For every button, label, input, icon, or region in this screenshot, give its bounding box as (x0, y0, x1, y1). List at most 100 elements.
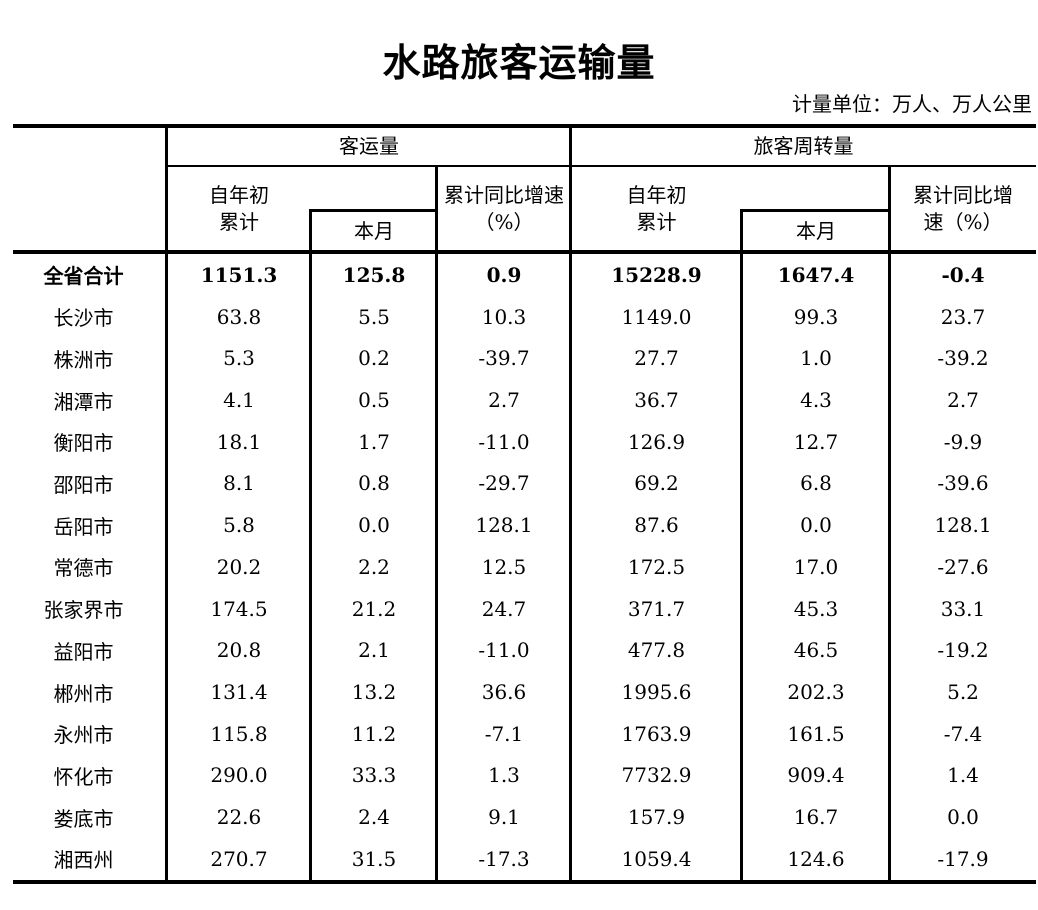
value-cell: 125.8 (342, 262, 406, 287)
region-label: 郴州市 (53, 681, 114, 706)
value-cell: 2.7 (488, 388, 520, 413)
header-g2-cumulative-text: 自年初 累计 (626, 182, 687, 234)
rule-header-bottom (13, 250, 1036, 254)
value-cell: 18.1 (216, 429, 262, 454)
value-cell: 477.8 (627, 638, 686, 663)
region-label: 益阳市 (53, 639, 114, 664)
value-cell: 11.2 (351, 721, 397, 746)
rule-month2-top-border (742, 209, 890, 212)
value-cell: 0.8 (358, 471, 390, 496)
value-cell: 22.6 (216, 805, 262, 830)
value-cell: 115.8 (210, 721, 268, 746)
value-cell: -17.3 (478, 846, 530, 871)
value-cell: 45.3 (793, 596, 839, 621)
value-cell: -0.4 (941, 262, 985, 287)
value-cell: 69.2 (634, 471, 679, 496)
table-row: 株洲市 5.3 0.2 -39.7 27.7 1.0 -39.2 (0, 337, 1038, 379)
value-cell: 157.9 (627, 805, 686, 830)
value-cell: 172.5 (627, 554, 686, 579)
value-cell: -9.9 (943, 429, 983, 454)
value-cell: 24.7 (481, 596, 527, 621)
table-row: 益阳市 20.8 2.1 -11.0 477.8 46.5 -19.2 (0, 629, 1038, 671)
region-label: 株洲市 (53, 347, 114, 372)
value-cell: 12.5 (481, 554, 527, 579)
value-cell: 1.4 (947, 763, 979, 788)
value-cell: 128.1 (475, 513, 533, 538)
header-group-passenger-volume: 客运量 (339, 134, 399, 158)
header-g1-cumulative: 自年初 累计 (167, 167, 311, 250)
vertical-divider-5 (740, 209, 743, 884)
vertical-divider-6 (888, 165, 891, 884)
value-cell: 126.9 (627, 429, 686, 454)
value-cell: 0.0 (800, 513, 832, 538)
value-cell: 20.2 (216, 554, 262, 579)
value-cell: -7.1 (484, 721, 524, 746)
header-group-passenger-turnover: 旅客周转量 (753, 134, 854, 158)
region-label: 常德市 (53, 556, 114, 581)
value-cell: -39.6 (937, 471, 989, 496)
value-cell: 13.2 (351, 680, 397, 705)
value-cell: -17.9 (937, 846, 989, 871)
header-g2-growth-rate: 累计同比增 速（%） (890, 167, 1036, 250)
region-label: 邵阳市 (53, 472, 114, 497)
header-g2-cumulative: 自年初 累计 (571, 167, 742, 250)
table-body: 全省合计 1151.3 125.8 0.9 15228.9 1647.4 -0.4 长沙市 63… (0, 254, 1038, 880)
header-g2-this-month: 本月 (796, 218, 836, 243)
rule-month1-top-border (311, 209, 437, 212)
value-cell: 63.8 (216, 304, 262, 329)
value-cell: -39.2 (937, 346, 989, 371)
value-cell: 7732.9 (621, 763, 692, 788)
value-cell: 27.7 (634, 346, 679, 371)
value-cell: -19.2 (937, 638, 989, 663)
value-cell: 2.2 (358, 554, 390, 579)
value-cell: -29.7 (478, 471, 530, 496)
value-cell: 202.3 (787, 680, 845, 705)
table-row: 湘潭市 4.1 0.5 2.7 36.7 4.3 2.7 (0, 379, 1038, 421)
value-cell: 1059.4 (621, 846, 692, 871)
value-cell: 15228.9 (611, 262, 702, 287)
value-cell: 2.1 (358, 638, 390, 663)
value-cell: 16.7 (793, 805, 839, 830)
value-cell: 23.7 (940, 304, 986, 329)
value-cell: -39.7 (478, 346, 530, 371)
vertical-divider-3 (435, 165, 438, 884)
value-cell: 1151.3 (200, 262, 278, 287)
region-label: 永州市 (53, 723, 114, 748)
table-row: 湘西州 270.7 31.5 -17.3 1059.4 124.6 -17.9 (0, 838, 1038, 880)
value-cell: 6.8 (800, 471, 832, 496)
header-g1-cumulative-text: 自年初 累计 (209, 182, 269, 234)
vertical-divider-1 (165, 124, 168, 884)
value-cell: 290.0 (210, 763, 268, 788)
value-cell: 21.2 (351, 596, 397, 621)
value-cell: 0.9 (486, 262, 522, 287)
value-cell: 0.0 (358, 513, 390, 538)
value-cell: 1.3 (488, 763, 520, 788)
value-cell: 36.6 (481, 680, 527, 705)
value-cell: 20.8 (216, 638, 262, 663)
value-cell: 1647.4 (777, 262, 855, 287)
region-label: 长沙市 (53, 306, 114, 331)
table-row: 衡阳市 18.1 1.7 -11.0 126.9 12.7 -9.9 (0, 421, 1038, 463)
table-row: 全省合计 1151.3 125.8 0.9 15228.9 1647.4 -0.4 (0, 254, 1038, 296)
value-cell: 5.8 (223, 513, 255, 538)
header-g2-growth-text: 累计同比增 速（%） (913, 182, 1013, 234)
value-cell: 131.4 (210, 680, 268, 705)
rule-group-header-bottom (167, 165, 1036, 167)
value-cell: 161.5 (787, 721, 845, 746)
value-cell: 0.5 (358, 388, 390, 413)
region-label: 衡阳市 (53, 431, 114, 456)
value-cell: 909.4 (787, 763, 845, 788)
value-cell: 33.3 (351, 763, 397, 788)
table-row: 张家界市 174.5 21.2 24.7 371.7 45.3 33.1 (0, 588, 1038, 630)
value-cell: -11.0 (478, 429, 530, 454)
header-g1-growth-rate: 累计同比增速 （%） (437, 167, 571, 250)
table-row: 永州市 115.8 11.2 -7.1 1763.9 161.5 -7.4 (0, 713, 1038, 755)
value-cell: 2.4 (358, 805, 390, 830)
value-cell: 174.5 (210, 596, 268, 621)
value-cell: 1.0 (800, 346, 832, 371)
value-cell: 0.2 (358, 346, 390, 371)
region-label: 岳阳市 (53, 514, 114, 539)
value-cell: 99.3 (793, 304, 839, 329)
region-label: 湘潭市 (53, 389, 114, 414)
